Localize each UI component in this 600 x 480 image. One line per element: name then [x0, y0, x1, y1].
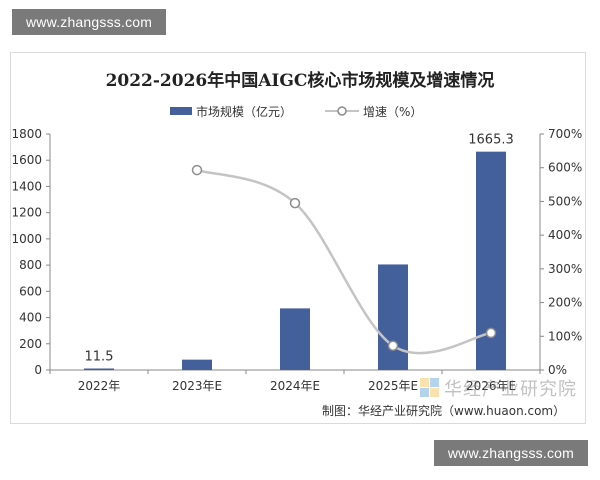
left-axis-tick-label: 1400	[11, 179, 42, 193]
logo-watermark-text: 华经产业研究院	[444, 379, 577, 400]
left-axis-tick-label: 1200	[11, 206, 42, 220]
left-axis-tick-label: 1800	[11, 127, 42, 141]
logo-square-yellow	[420, 378, 429, 387]
chart-title: 2022-2026年中国AIGC核心市场规模及增速情况	[105, 71, 495, 91]
x-axis-tick-label: 2026年E	[466, 379, 516, 393]
right-axis-tick-label: 300%	[548, 262, 582, 276]
bar	[378, 264, 408, 370]
left-axis-tick-label: 600	[19, 284, 42, 298]
right-axis-tick-label: 200%	[548, 296, 582, 310]
bar-data-label: 11.5	[85, 349, 114, 364]
bar	[84, 368, 114, 370]
logo-watermark: 华经产业研究院	[420, 374, 600, 400]
legend-item-growth: 增速（%）	[325, 102, 422, 120]
right-axis-tick-label: 600%	[548, 161, 582, 175]
legend-line-swatch	[325, 106, 359, 116]
left-axis-tick-label: 800	[19, 258, 42, 272]
watermark-top: www.zhangsss.com	[12, 9, 167, 35]
legend-item-market-size: 市场规模（亿元）	[170, 102, 292, 120]
left-axis-tick-label: 400	[19, 311, 42, 325]
legend-label-growth: 增速（%）	[363, 104, 423, 119]
watermark-bottom: www.zhangsss.com	[433, 440, 588, 466]
right-axis-tick-label: 400%	[548, 228, 582, 242]
left-axis-tick-label: 1600	[11, 153, 42, 167]
chart-source-note: 制图：华经产业研究院（www.huaon.com）	[322, 404, 566, 418]
logo-square-blue-2	[420, 388, 429, 397]
x-axis-tick-label: 2024年E	[270, 379, 320, 393]
left-axis-tick-label: 0	[34, 363, 42, 377]
right-axis-tick-label: 500%	[548, 194, 582, 208]
chart-legend: 市场规模（亿元） 增速（%）	[0, 102, 600, 120]
right-axis-tick-label: 0%	[548, 363, 567, 377]
x-axis-tick-label: 2025年E	[368, 379, 418, 393]
right-axis-tick-label: 700%	[548, 127, 582, 141]
bar-data-label: 1665.3	[468, 133, 514, 148]
x-axis-tick-label: 2022年	[78, 379, 121, 393]
bar	[182, 359, 212, 370]
growth-point	[387, 340, 399, 351]
x-axis-tick-label: 2023年E	[172, 379, 222, 393]
logo-square-blue	[430, 378, 439, 387]
left-axis-tick-label: 200	[19, 337, 42, 351]
growth-point	[191, 164, 203, 176]
bar	[280, 308, 310, 370]
growth-point	[485, 327, 497, 339]
growth-line	[196, 168, 492, 355]
legend-label-market-size: 市场规模（亿元）	[196, 104, 293, 119]
logo-square-yellow-2	[430, 388, 439, 397]
legend-bar-swatch	[170, 107, 192, 115]
right-axis-tick-label: 100%	[548, 329, 582, 343]
left-axis-tick-label: 1000	[11, 232, 42, 246]
growth-point	[289, 197, 301, 209]
